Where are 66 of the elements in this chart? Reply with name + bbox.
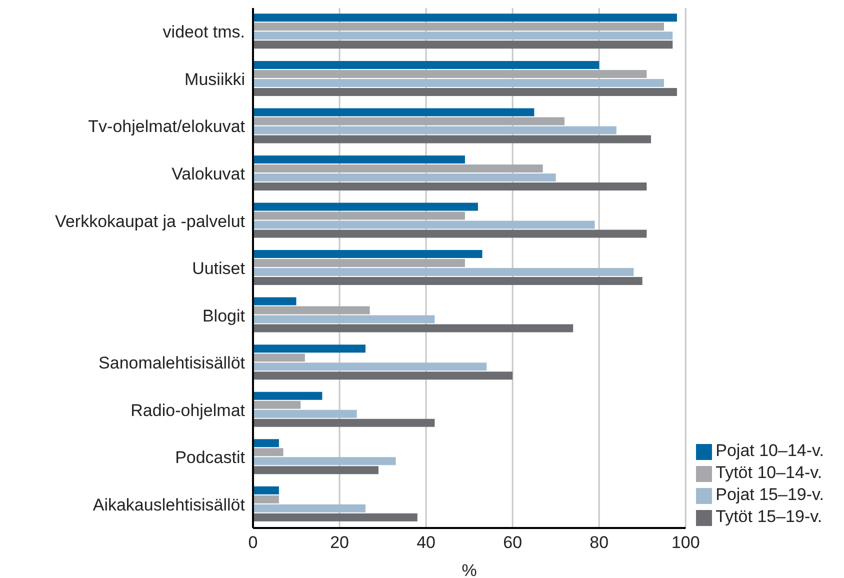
y-tick-label: Verkkokaupat ja -palvelut bbox=[55, 212, 246, 231]
bar bbox=[253, 117, 564, 126]
x-tick-label: 0 bbox=[248, 533, 258, 552]
legend-label: Tytöt 15–19-v. bbox=[716, 507, 822, 526]
bar bbox=[253, 268, 634, 276]
bar bbox=[253, 259, 465, 268]
y-tick-label: Radio-ohjelmat bbox=[130, 400, 246, 420]
bar bbox=[253, 173, 556, 182]
bar bbox=[253, 40, 673, 49]
bar bbox=[253, 324, 574, 332]
bar bbox=[253, 126, 616, 134]
bar bbox=[253, 14, 677, 22]
legend-label: Pojat 15–19-v. bbox=[716, 485, 824, 504]
bar bbox=[253, 354, 305, 362]
bar bbox=[253, 400, 301, 409]
bar bbox=[253, 70, 647, 78]
bar bbox=[253, 466, 378, 474]
bar bbox=[253, 392, 322, 400]
bar bbox=[253, 439, 279, 448]
bar bbox=[253, 410, 357, 418]
legend-label: Tytöt 10–14-v. bbox=[716, 463, 822, 482]
x-tick-label: 20 bbox=[330, 533, 349, 552]
bar bbox=[253, 202, 478, 211]
y-tick-label: Blogit bbox=[202, 306, 246, 326]
bar bbox=[253, 297, 296, 306]
bar bbox=[253, 78, 664, 87]
bar bbox=[253, 504, 366, 512]
bar bbox=[253, 277, 642, 286]
y-tick-label: Uutiset bbox=[192, 259, 246, 278]
bar bbox=[253, 32, 673, 40]
y-tick-label: videot tms. bbox=[162, 22, 245, 42]
bar bbox=[253, 486, 279, 494]
bar bbox=[253, 513, 418, 522]
bar bbox=[253, 457, 396, 466]
bar bbox=[253, 230, 647, 238]
bar bbox=[253, 372, 513, 380]
y-tick-label: Tv-ohjelmat/elokuvat bbox=[88, 117, 246, 136]
x-axis-title: % bbox=[462, 561, 477, 578]
bar bbox=[253, 135, 652, 144]
bar bbox=[253, 60, 600, 69]
y-tick-label: Podcastit bbox=[175, 448, 246, 468]
x-tick-label: 40 bbox=[416, 533, 436, 552]
bar bbox=[253, 418, 435, 427]
bar bbox=[253, 182, 647, 190]
legend-label: Pojat 10–14-v. bbox=[716, 441, 824, 460]
bar bbox=[253, 315, 435, 324]
bar bbox=[253, 495, 279, 504]
bar bbox=[253, 220, 595, 229]
y-tick-label: Sanomalehtisisällöt bbox=[98, 354, 246, 373]
bar bbox=[253, 212, 465, 220]
bar bbox=[253, 164, 543, 172]
x-tick-label: 100 bbox=[671, 533, 700, 552]
bar bbox=[253, 250, 482, 258]
y-tick-label: Musiikki bbox=[184, 70, 245, 89]
bar bbox=[253, 108, 534, 116]
bar bbox=[253, 344, 366, 353]
bar bbox=[253, 155, 465, 164]
bar bbox=[253, 22, 664, 31]
bar bbox=[253, 88, 677, 96]
bar bbox=[253, 362, 487, 371]
y-tick-label: Valokuvat bbox=[172, 164, 246, 184]
x-tick-label: 60 bbox=[503, 533, 522, 552]
y-tick-label: Aikakauslehtisisällöt bbox=[92, 495, 246, 514]
bar bbox=[253, 448, 284, 456]
x-tick-label: 80 bbox=[590, 533, 609, 552]
bar bbox=[253, 306, 370, 314]
